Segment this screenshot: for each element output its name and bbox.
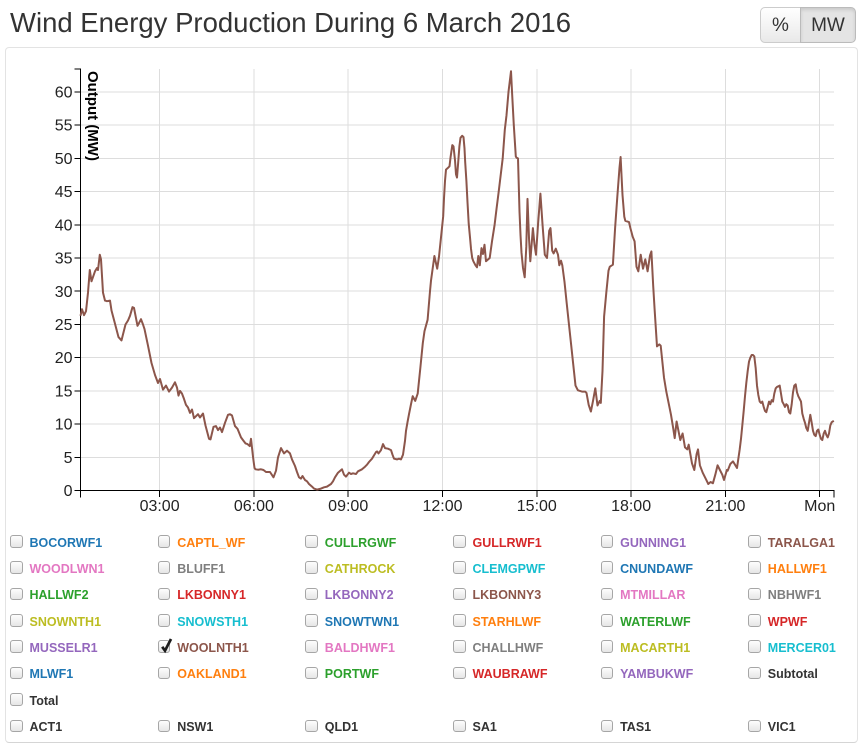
svg-text:10: 10 [55, 417, 73, 434]
svg-text:20: 20 [55, 350, 73, 367]
svg-text:30: 30 [55, 284, 73, 301]
svg-text:5: 5 [64, 450, 73, 467]
svg-text:40: 40 [55, 217, 73, 234]
svg-text:Mon: Mon [804, 498, 835, 515]
svg-text:60: 60 [55, 84, 73, 101]
svg-text:35: 35 [55, 251, 73, 268]
svg-text:18:00: 18:00 [611, 498, 651, 515]
svg-text:55: 55 [55, 118, 73, 135]
svg-text:15: 15 [55, 383, 73, 400]
svg-text:0: 0 [64, 483, 73, 500]
svg-text:12:00: 12:00 [422, 498, 462, 515]
svg-text:45: 45 [55, 184, 73, 201]
svg-text:03:00: 03:00 [140, 498, 180, 515]
svg-text:15:00: 15:00 [517, 498, 557, 515]
svg-text:25: 25 [55, 317, 73, 334]
svg-text:09:00: 09:00 [328, 498, 368, 515]
svg-text:50: 50 [55, 151, 73, 168]
svg-text:21:00: 21:00 [705, 498, 745, 515]
svg-text:06:00: 06:00 [234, 498, 274, 515]
